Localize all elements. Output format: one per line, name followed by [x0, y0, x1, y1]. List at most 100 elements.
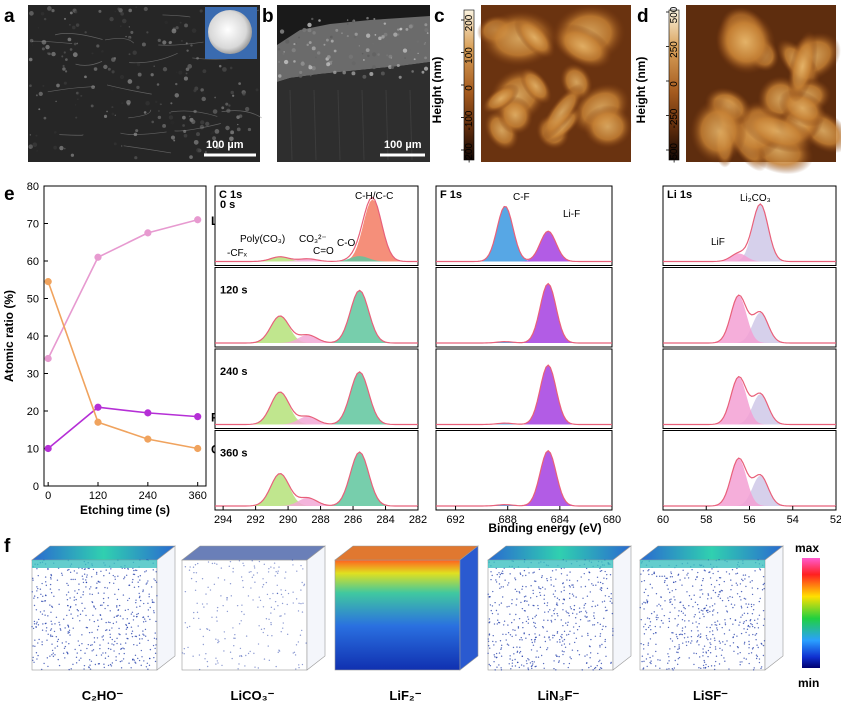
- colorbar-tick-d: -250: [669, 108, 680, 128]
- cube-dot: [138, 642, 141, 644]
- cube-dot: [564, 646, 567, 649]
- cube-dot: [66, 599, 69, 601]
- cube-dot: [133, 586, 136, 589]
- sem-grain: [245, 106, 250, 112]
- cube-dot: [83, 568, 86, 571]
- cube-dot: [498, 604, 501, 606]
- sem-grain: [185, 72, 188, 75]
- cube-label: LiN₃F⁻: [538, 688, 580, 703]
- cube-dot: [498, 572, 500, 574]
- sem-grain: [127, 79, 133, 84]
- sem-grain: [298, 36, 301, 39]
- cube-dot: [588, 579, 590, 581]
- sem-grain: [201, 96, 206, 102]
- sem-grain: [37, 27, 40, 29]
- cube-dot: [116, 598, 119, 601]
- cube-dot: [242, 562, 244, 564]
- cube-dot: [96, 587, 98, 589]
- cube-dot: [511, 599, 513, 601]
- sem-grain: [114, 114, 117, 117]
- cube-dot: [744, 598, 747, 600]
- sem-grain: [170, 135, 176, 140]
- cube-dot: [216, 620, 218, 622]
- cube-dot: [184, 590, 187, 593]
- cube-dot: [759, 597, 761, 600]
- cube-dot: [651, 573, 653, 576]
- cube-dot: [515, 604, 517, 606]
- cube-dot: [105, 621, 107, 624]
- cube-dot: [39, 588, 42, 590]
- cube-dot: [525, 620, 528, 623]
- cube-dot: [284, 589, 287, 592]
- cube-dot: [301, 581, 303, 584]
- sem-grain: [323, 43, 326, 46]
- cube-dot: [525, 637, 527, 639]
- cube-dot: [489, 647, 491, 649]
- cube-dot: [254, 581, 256, 583]
- cube-dot: [45, 622, 47, 624]
- cube-dot: [740, 605, 743, 608]
- cube-dot: [279, 615, 281, 617]
- cube-dot: [49, 629, 52, 631]
- cube-dot: [102, 597, 105, 600]
- cube-dot: [561, 637, 563, 639]
- panel-label-c: c: [434, 6, 445, 27]
- cube-dot: [81, 575, 84, 577]
- cube-dot: [539, 591, 541, 594]
- cube-dot: [688, 620, 690, 622]
- cube-dot: [735, 573, 737, 575]
- afm-grain: [690, 98, 747, 164]
- cube-dot: [514, 578, 517, 581]
- cube-dot: [533, 604, 535, 607]
- cube-side-face: [764, 545, 784, 671]
- cube-dot: [493, 623, 496, 625]
- scale-bar-text-a: 100 µm: [206, 139, 244, 151]
- sem-grain: [119, 74, 125, 80]
- cube-dot: [39, 611, 42, 613]
- cube-dot: [743, 643, 746, 645]
- cube-dot: [674, 659, 676, 662]
- cube-dot: [657, 616, 659, 619]
- cube-dot: [681, 627, 684, 629]
- cube-dot: [147, 609, 150, 611]
- sem-ridge: [75, 61, 103, 66]
- cube-dot: [88, 619, 91, 621]
- cube-dot: [597, 622, 599, 624]
- cube-dot: [270, 566, 272, 568]
- cube-dot: [669, 601, 671, 603]
- panel-label-d: d: [637, 6, 649, 27]
- cube-dot: [47, 665, 49, 668]
- cube-dot: [267, 571, 270, 573]
- cube-dot: [67, 605, 69, 607]
- cube-dot: [92, 568, 95, 571]
- cube-dot: [567, 666, 569, 669]
- cube-dot: [55, 616, 58, 618]
- cube-dot: [550, 621, 553, 623]
- cube-dot: [86, 574, 88, 576]
- cube-dot: [571, 593, 574, 595]
- cube-dot: [501, 596, 504, 598]
- cube-dot: [553, 585, 555, 587]
- cube-dot: [278, 566, 280, 568]
- sem-grain: [72, 52, 78, 58]
- cube-dot: [281, 627, 284, 629]
- cube-dot: [50, 578, 52, 580]
- sem-grain: [312, 31, 316, 35]
- cube-dot: [709, 631, 711, 633]
- cube-dot: [511, 602, 513, 605]
- cube-dot: [49, 634, 52, 636]
- cube-dot: [536, 595, 538, 598]
- y-tick-label: 0: [33, 481, 39, 493]
- cube-dot: [267, 634, 269, 637]
- cube-dot: [749, 626, 751, 628]
- sem-grain: [362, 59, 365, 61]
- cube-dot: [116, 642, 118, 645]
- cube-dot: [688, 605, 690, 607]
- cube-dot: [79, 620, 81, 622]
- cube-dot: [587, 634, 589, 637]
- cube-dot: [743, 641, 746, 644]
- sem-ridge: [47, 86, 96, 93]
- sem-grain: [199, 9, 203, 13]
- cube-dot: [728, 629, 731, 631]
- cube-dot: [247, 652, 250, 655]
